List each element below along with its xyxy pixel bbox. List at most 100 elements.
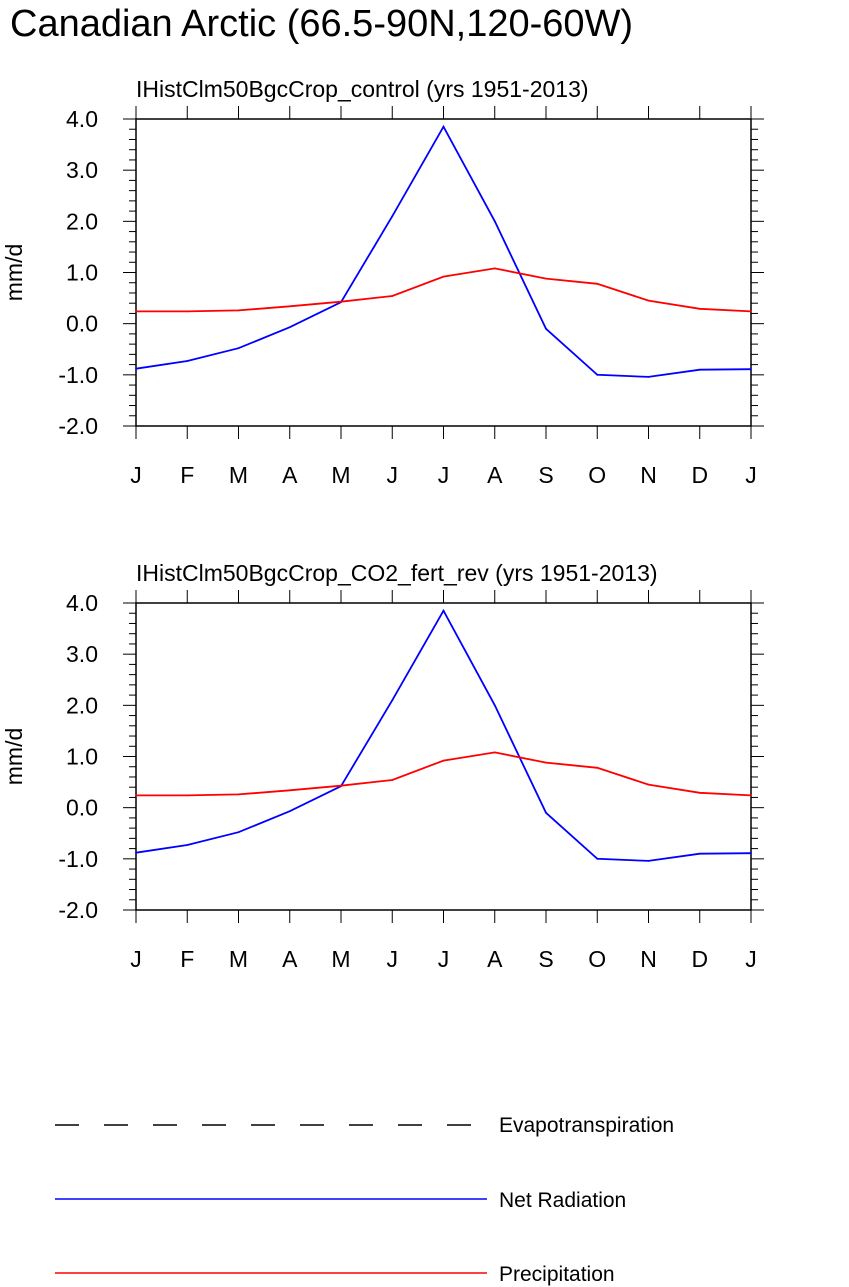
- data-point-net-radiation: [391, 215, 394, 218]
- data-point-net-radiation: [545, 327, 547, 330]
- plot-frame: [135, 118, 752, 427]
- data-point-net-radiation: [698, 852, 701, 855]
- data-point-precipitation: [750, 310, 752, 313]
- data-point-net-radiation: [545, 811, 547, 814]
- y-tick-label: 4.0: [66, 106, 98, 132]
- x-tick-label: J: [130, 462, 142, 488]
- data-point-precipitation: [647, 299, 650, 302]
- legend-item-evapotranspiration: Evapotranspiration: [55, 1114, 674, 1137]
- x-tick-label: M: [331, 946, 350, 972]
- data-point-precipitation: [698, 791, 701, 794]
- data-point-net-radiation: [493, 220, 496, 223]
- x-tick-label: S: [538, 946, 553, 972]
- y-tick-label: 0.0: [66, 795, 98, 821]
- data-point-precipitation: [135, 794, 137, 797]
- legend: Evapotranspiration Net Radiation Precipi…: [55, 1114, 674, 1286]
- data-point-precipitation: [288, 305, 291, 308]
- data-point-precipitation: [596, 282, 599, 285]
- y-tick-label: 1.0: [66, 744, 98, 770]
- series-line-precipitation: [136, 751, 752, 797]
- data-point-precipitation: [596, 766, 599, 769]
- data-point-precipitation: [288, 789, 291, 792]
- data-point-precipitation: [237, 309, 240, 312]
- y-axis-label: mm/d: [1, 728, 27, 786]
- data-point-net-radiation: [186, 844, 189, 846]
- data-point-net-radiation: [135, 367, 137, 370]
- x-tick-label: A: [487, 462, 503, 488]
- data-point-net-radiation: [442, 609, 445, 612]
- x-tick-label: A: [282, 462, 298, 488]
- x-tick-label: F: [180, 946, 194, 972]
- data-point-net-radiation: [493, 704, 496, 707]
- data-point-precipitation: [186, 310, 189, 313]
- data-point-precipitation: [237, 793, 240, 796]
- chart-title: IHistClm50BgcCrop_CO2_fert_rev (yrs 1951…: [136, 560, 658, 586]
- data-point-precipitation: [340, 300, 342, 303]
- data-point-net-radiation: [186, 360, 189, 362]
- x-tick-label: J: [438, 462, 450, 488]
- main-title: Canadian Arctic (66.5-90N,120-60W): [10, 3, 633, 45]
- x-tick-label: J: [130, 946, 142, 972]
- data-point-precipitation: [545, 761, 547, 764]
- x-tick-label: M: [229, 462, 248, 488]
- panel-control: IHistClm50BgcCrop_control (yrs 1951-2013…: [1, 76, 764, 488]
- y-tick-label: 0.0: [66, 311, 98, 337]
- legend-label-precipitation: Precipitation: [499, 1263, 615, 1286]
- x-tick-label: J: [387, 462, 399, 488]
- y-tick-label: 1.0: [66, 260, 98, 286]
- data-point-net-radiation: [647, 375, 650, 378]
- data-point-net-radiation: [135, 851, 137, 854]
- x-tick-label: J: [745, 946, 757, 972]
- x-tick-label: M: [229, 946, 248, 972]
- data-point-precipitation: [340, 784, 342, 787]
- x-tick-label: J: [745, 462, 757, 488]
- y-axis-label: mm/d: [1, 244, 27, 302]
- data-point-net-radiation: [442, 125, 445, 128]
- data-point-precipitation: [698, 307, 701, 310]
- data-point-precipitation: [135, 310, 137, 313]
- data-point-net-radiation: [750, 368, 752, 371]
- y-tick-label: 3.0: [66, 641, 98, 667]
- chart-title: IHistClm50BgcCrop_control (yrs 1951-2013…: [136, 76, 589, 102]
- data-point-precipitation: [442, 275, 445, 278]
- legend-label-net-radiation: Net Radiation: [499, 1189, 626, 1212]
- y-tick-label: 2.0: [66, 208, 98, 234]
- y-tick-label: -1.0: [58, 846, 98, 872]
- x-tick-label: F: [180, 462, 194, 488]
- data-point-precipitation: [391, 295, 394, 297]
- x-tick-label: A: [487, 946, 503, 972]
- data-point-precipitation: [750, 794, 752, 797]
- data-point-net-radiation: [237, 831, 240, 834]
- x-tick-label: A: [282, 946, 298, 972]
- plot-frame: [135, 602, 752, 911]
- y-tick-label: -1.0: [58, 362, 98, 388]
- x-tick-label: S: [538, 462, 553, 488]
- data-point-net-radiation: [288, 810, 291, 813]
- x-tick-label: O: [588, 946, 606, 972]
- x-tick-label: J: [387, 946, 399, 972]
- y-tick-label: -2.0: [58, 897, 98, 923]
- x-tick-label: D: [691, 946, 708, 972]
- data-point-net-radiation: [237, 347, 240, 350]
- data-point-net-radiation: [288, 326, 291, 329]
- data-point-precipitation: [493, 751, 496, 754]
- data-point-precipitation: [391, 779, 394, 781]
- data-point-net-radiation: [698, 368, 701, 371]
- data-point-net-radiation: [596, 373, 599, 376]
- data-point-precipitation: [545, 277, 547, 280]
- legend-item-net-radiation: Net Radiation: [55, 1189, 626, 1212]
- x-tick-label: O: [588, 462, 606, 488]
- y-tick-label: 2.0: [66, 692, 98, 718]
- data-point-net-radiation: [647, 859, 650, 862]
- data-point-net-radiation: [750, 852, 752, 855]
- data-point-net-radiation: [391, 699, 394, 702]
- x-tick-label: N: [640, 946, 657, 972]
- series-line-net-radiation: [135, 124, 752, 378]
- y-tick-label: -2.0: [58, 413, 98, 439]
- x-tick-label: N: [640, 462, 657, 488]
- x-tick-label: D: [691, 462, 708, 488]
- data-point-precipitation: [442, 759, 445, 762]
- y-tick-label: 4.0: [66, 590, 98, 616]
- data-point-precipitation: [647, 783, 650, 786]
